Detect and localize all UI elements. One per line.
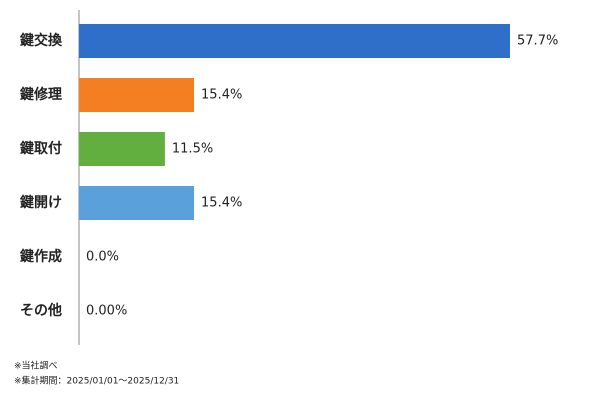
category-label: 鍵取付 [20,140,62,157]
category-label: 鍵交換 [20,32,63,49]
category-label: 鍵開け [20,194,62,211]
category-label: その他 [20,302,62,319]
value-label: 15.4% [201,196,242,211]
value-label: 0.00% [86,304,127,319]
bar [79,78,195,112]
bar [79,186,195,220]
value-label: 15.4% [201,88,242,103]
bar [79,24,511,58]
value-label: 0.0% [86,250,119,265]
bar [79,132,165,166]
value-label: 11.5% [172,142,213,157]
value-label: 57.7% [517,34,558,49]
footnote: ※当社調べ [14,360,58,372]
footnote: ※集計期間：2025/01/01～2025/12/31 [14,375,179,387]
category-label: 鍵修理 [20,86,62,103]
category-label: 鍵作成 [20,248,62,265]
